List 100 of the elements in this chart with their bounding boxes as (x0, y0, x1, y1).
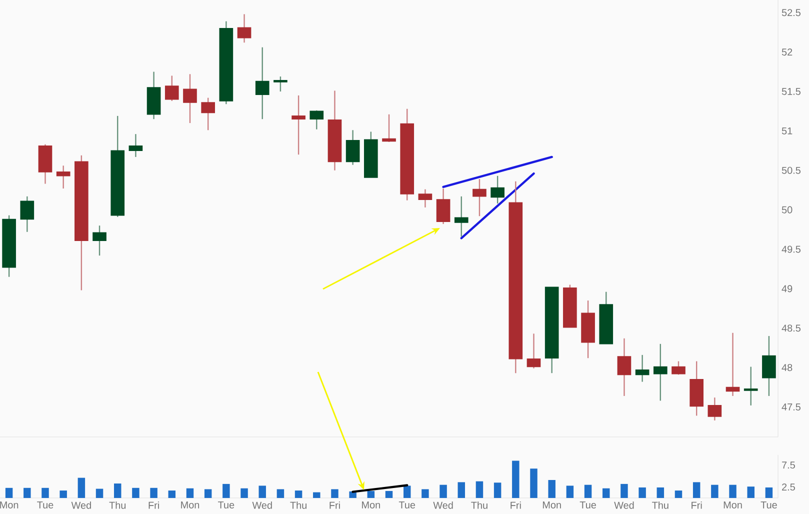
bar (276, 489, 284, 498)
x-tick-label: Thu (652, 502, 668, 509)
x-tick-label: Mon (181, 502, 200, 508)
bar (584, 484, 592, 498)
y-tick-label: 49.5 (782, 246, 801, 253)
bar (168, 490, 176, 498)
candlestick (183, 74, 197, 124)
x-tick-label: Tue (580, 502, 596, 508)
bar (692, 482, 700, 498)
bar (566, 486, 574, 498)
x-tick-label: Fri (330, 502, 340, 509)
bar (331, 489, 338, 498)
bar (240, 488, 248, 498)
candlestick (726, 332, 740, 397)
y-tick-label: 2.5 (782, 483, 795, 491)
bar (150, 488, 158, 498)
candlestick (472, 178, 486, 217)
candlestick (490, 175, 504, 204)
bar (60, 490, 67, 498)
bar (96, 488, 104, 498)
y-tick-label: 51 (782, 127, 792, 134)
bar (656, 487, 664, 498)
candlestick (617, 338, 632, 397)
candlestick (274, 76, 288, 92)
x-tick-label: Wed (252, 502, 272, 509)
bar (494, 482, 502, 498)
candlestick (237, 14, 252, 44)
candlestick (255, 46, 270, 120)
candlestick (454, 196, 468, 238)
bar (403, 486, 411, 498)
y-tick-label: 7.5 (782, 462, 795, 469)
bar (222, 484, 230, 498)
x-tick-label: Mon (724, 502, 742, 508)
x-tick-label: Fri (692, 502, 702, 509)
x-tick-label: Tue (760, 502, 777, 508)
bar (78, 478, 86, 498)
x-tick-label: Thu (471, 502, 488, 509)
bar (548, 480, 556, 498)
bar (476, 481, 484, 498)
bar (294, 490, 302, 498)
candlestick (164, 75, 179, 102)
candlestick (653, 343, 668, 402)
bar (440, 484, 447, 498)
x-tick-label: Tue (218, 502, 234, 508)
candlestick (672, 360, 686, 376)
bar (620, 484, 628, 498)
x-tick-label: Fri (510, 502, 521, 509)
candlestick (201, 97, 215, 131)
bar (132, 488, 140, 498)
bar (530, 468, 538, 498)
bar (458, 482, 465, 498)
x-tick-label: Mon (542, 502, 561, 508)
bar (186, 488, 194, 498)
y-tick-label: 50.5 (782, 166, 801, 174)
y-tick-label: 52.5 (782, 9, 801, 16)
x-tick-label: Mon (362, 502, 380, 508)
y-tick-label: 49 (782, 285, 792, 292)
x-tick-label: Fri (148, 502, 159, 509)
x-tick-label: Thu (290, 502, 306, 509)
bar (512, 460, 520, 498)
candlestick (20, 196, 34, 232)
bar (674, 490, 682, 498)
bar (313, 492, 320, 498)
bar (42, 488, 49, 498)
candlestick (346, 130, 360, 166)
bar (367, 490, 375, 498)
x-tick-label: Tue (37, 502, 54, 508)
y-tick-label: 47.5 (782, 404, 801, 410)
y-tick-label: 52 (782, 48, 792, 56)
candlestick (708, 396, 722, 422)
candlestick (56, 165, 70, 190)
bar (711, 484, 718, 498)
y-tick-label: 48 (782, 364, 792, 372)
bar (729, 484, 736, 498)
candlestick (418, 188, 432, 208)
bar (385, 490, 393, 498)
x-tick-label: Thu (109, 502, 126, 509)
candlestick (292, 94, 306, 156)
y-tick-label: 50 (782, 206, 792, 214)
bar (747, 486, 754, 498)
bar (114, 484, 122, 498)
candlestick (382, 114, 396, 143)
candlestick (128, 133, 143, 158)
x-tick-label: Wed (433, 502, 453, 509)
bar (258, 486, 266, 498)
bar (204, 489, 212, 498)
candlestick (310, 110, 324, 130)
candlestick (635, 354, 650, 382)
y-tick-label: 51.5 (782, 88, 801, 95)
x-tick-label: Wed (71, 502, 91, 509)
x-tick-label: Wed (614, 502, 634, 509)
candlestick (744, 366, 758, 406)
candlestick (762, 335, 776, 397)
bar (602, 488, 610, 498)
candlestick (436, 188, 450, 225)
bar (638, 487, 646, 498)
x-tick-label: Mon (0, 502, 18, 508)
bar (24, 488, 31, 498)
bar (422, 489, 429, 498)
candlestick (526, 333, 541, 369)
